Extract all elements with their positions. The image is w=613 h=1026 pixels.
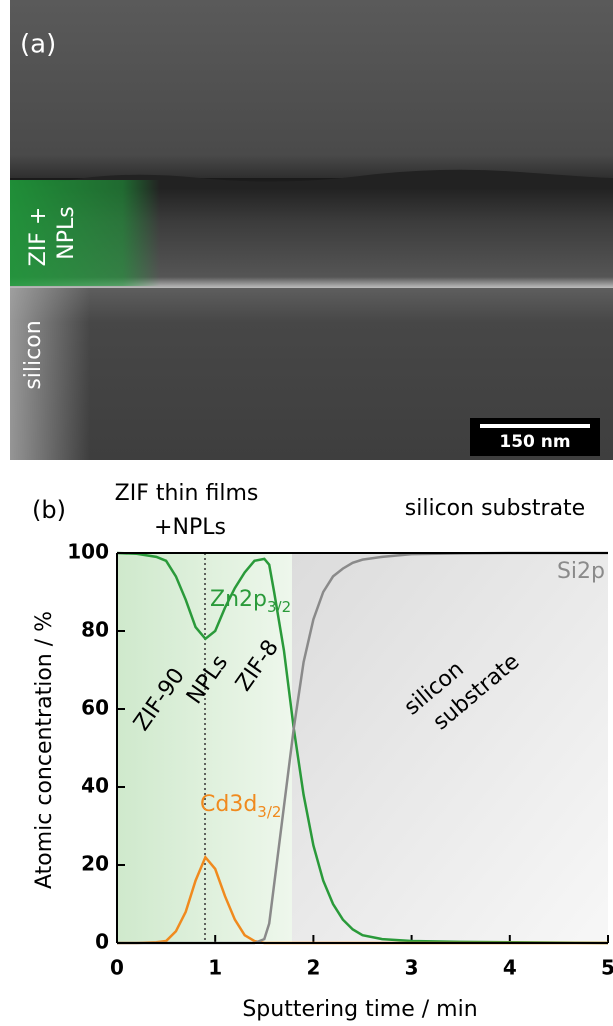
series-subscript: 3/2 — [267, 598, 291, 616]
sem-image — [10, 0, 613, 460]
series-name: Si2p — [557, 559, 605, 584]
substrate-region — [292, 553, 608, 943]
series-name: Zn2p — [210, 587, 267, 612]
x-tick-label: 0 — [110, 956, 124, 980]
y-tick-label: 40 — [81, 774, 109, 798]
scale-bar-label: 150 nm — [499, 432, 570, 452]
y-tick-label: 0 — [95, 930, 109, 954]
y-tick-label: 80 — [81, 618, 109, 642]
x-tick-label: 4 — [503, 956, 517, 980]
panel-label: (b) — [32, 496, 66, 524]
y-axis-label: Atomic concentration / % — [32, 611, 57, 889]
page: (a) ZIF + NPLs silicon 150 nm (b) ZIF th… — [0, 0, 613, 1026]
film-label-line: NPLs — [54, 206, 79, 259]
series-name: Cd3d — [200, 792, 257, 817]
x-tick-label: 2 — [306, 956, 320, 980]
y-tick-label: 20 — [81, 852, 109, 876]
x-tick-label: 5 — [601, 956, 613, 980]
region-label: silicon substrate — [405, 496, 585, 521]
region-label: ZIF thin films +NPLs — [115, 481, 266, 540]
substrate-label: silicon — [21, 320, 46, 389]
region-label-line: ZIF thin films — [115, 481, 259, 506]
x-axis-label: Sputtering time / min — [242, 997, 477, 1022]
y-tick-label: 100 — [67, 540, 109, 564]
panel-label: (a) — [20, 30, 56, 60]
film-label-line: ZIF + — [26, 207, 51, 267]
region-label-line: +NPLs — [154, 515, 226, 540]
x-tick-label: 3 — [405, 956, 419, 980]
y-tick-label: 60 — [81, 696, 109, 720]
x-tick-label: 1 — [208, 956, 222, 980]
figure: (a) ZIF + NPLs silicon 150 nm (b) ZIF th… — [0, 0, 613, 1026]
series-label: Si2p — [557, 559, 605, 584]
series-subscript: 3/2 — [257, 803, 281, 821]
